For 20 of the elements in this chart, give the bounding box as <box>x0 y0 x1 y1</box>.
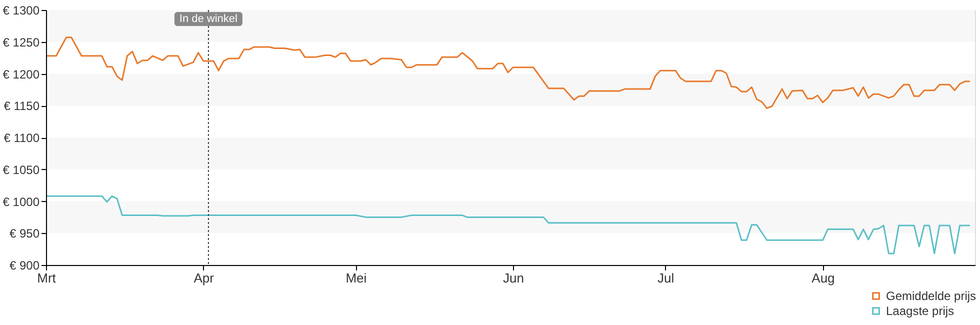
y-tick-label: € 1300 <box>2 4 40 18</box>
line-series <box>45 36 971 109</box>
x-tick-label: Aug <box>812 270 835 286</box>
y-tick-label: € 950 <box>9 226 40 241</box>
x-tick-label: Jun <box>503 270 524 286</box>
y-tick-label: € 1150 <box>4 99 40 114</box>
legend-label: Laagste prijs <box>886 304 954 318</box>
x-tick-label: Mrt <box>37 270 56 286</box>
y-tick-label: € 1100 <box>4 131 40 145</box>
line-series <box>45 195 971 254</box>
y-tick-label: € 1000 <box>2 194 40 209</box>
y-tick-label: € 900 <box>9 258 40 272</box>
y-tick-label: € 1250 <box>2 35 40 50</box>
x-tick-label: Jul <box>658 270 674 286</box>
legend-label: Gemiddelde prijs <box>886 289 976 303</box>
y-tick-label: € 1200 <box>2 67 40 82</box>
x-tick-label: Apr <box>194 270 215 286</box>
y-tick-label: € 1050 <box>2 162 40 177</box>
x-tick-label: Mei <box>346 270 367 286</box>
ref-line-label: In de winkel <box>179 13 238 25</box>
